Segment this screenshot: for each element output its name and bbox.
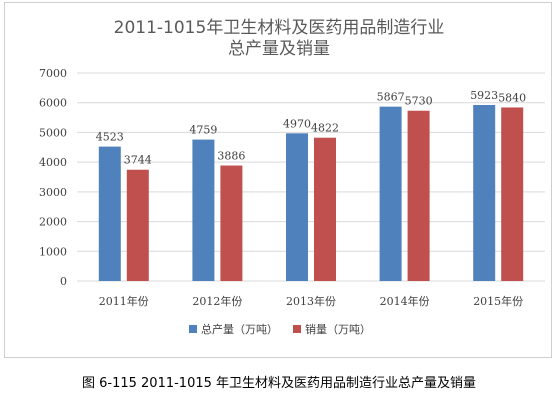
bar-sales (407, 110, 430, 281)
y-tick-label: 5000 (39, 126, 67, 139)
x-tick-label: 2014年份 (380, 294, 430, 308)
y-tick-label: 7000 (39, 67, 67, 80)
data-label: 5923 (470, 89, 498, 102)
data-label: 4759 (189, 124, 217, 137)
bar-chart: 2011-1015年卫生材料及医药用品制造行业 总产量及销量 0 1000 2000… (39, 18, 545, 336)
y-tick-label: 1000 (39, 245, 67, 258)
labels: 010002000300040005000600070002011年份45233… (39, 67, 526, 308)
data-label: 4822 (311, 122, 339, 135)
data-label: 4523 (96, 131, 124, 144)
bar-sales (220, 165, 243, 281)
x-tick-label: 2015年份 (473, 294, 523, 308)
bar-sales (126, 169, 149, 281)
legend: 总产量（万吨） 销量（万吨） (189, 322, 371, 336)
bar-sales (501, 107, 524, 282)
y-tick-label: 0 (60, 275, 67, 288)
x-tick-label: 2012年份 (192, 294, 242, 308)
y-tick-label: 3000 (39, 186, 67, 199)
chart-title-line1: 2011-1015年卫生材料及医药用品制造行业 (114, 18, 445, 38)
data-label: 4970 (283, 117, 311, 130)
chart-frame: 2011-1015年卫生材料及医药用品制造行业 总产量及销量 0 1000 2000… (4, 2, 552, 358)
y-tick-label: 4000 (39, 156, 67, 169)
legend-swatch (189, 325, 197, 333)
bar-production (286, 133, 308, 281)
bar-sales (314, 137, 336, 281)
data-label: 5867 (377, 91, 405, 104)
bars (98, 105, 524, 282)
data-label: 5730 (405, 95, 433, 108)
x-tick-label: 2011年份 (99, 294, 149, 308)
chart-title-line2: 总产量及销量 (228, 39, 330, 59)
bar-production (473, 105, 496, 281)
legend-swatch (293, 325, 301, 333)
gridlines (77, 72, 545, 282)
figure-caption: 图 6-115 2011-1015 年卫生材料及医药用品制造行业总产量及销量 (81, 376, 477, 391)
y-tick-label: 6000 (39, 97, 67, 110)
legend-label: 总产量（万吨） (201, 322, 278, 336)
data-label: 3744 (124, 154, 152, 167)
y-tick-label: 2000 (39, 216, 67, 229)
data-label: 5840 (498, 91, 526, 104)
bar-production (379, 106, 402, 281)
data-label: 3886 (217, 150, 245, 163)
legend-label: 销量（万吨） (305, 322, 371, 336)
bar-production (192, 139, 215, 281)
bar-production (98, 146, 121, 281)
x-tick-label: 2013年份 (286, 294, 336, 308)
